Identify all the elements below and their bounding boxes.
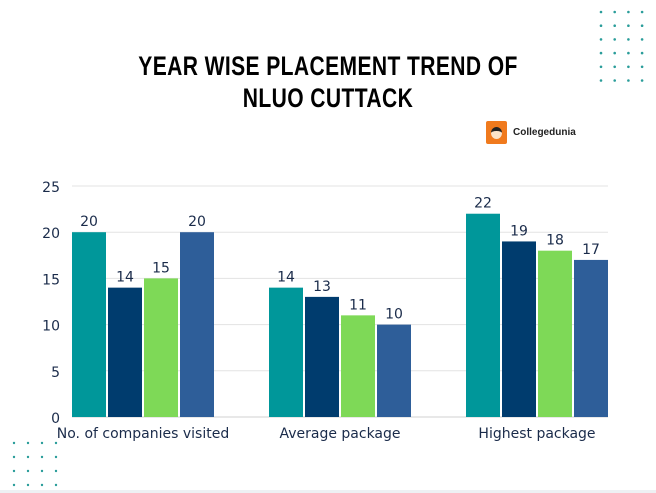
decor-dot [627, 10, 630, 14]
decor-dot [627, 65, 630, 69]
data-label: 20 [80, 214, 98, 230]
chart-title: YEAR WISE PLACEMENT TREND OF NLUO CUTTACK [72, 50, 584, 114]
decor-dot [12, 441, 16, 445]
decor-dot [640, 79, 644, 82]
data-label: 14 [116, 270, 134, 286]
data-label: 20 [188, 214, 206, 230]
decor-dot [640, 51, 644, 55]
decor-dot [599, 24, 603, 28]
data-label: 13 [313, 279, 331, 295]
bar [341, 315, 375, 417]
bar [144, 278, 178, 417]
decor-dot [640, 65, 644, 69]
decor-dot [26, 483, 30, 487]
bar [466, 213, 500, 417]
bar [538, 250, 572, 417]
collegedunia-logo: Collegedunia [486, 121, 576, 144]
bar [269, 287, 303, 417]
logo-text: Collegedunia [513, 127, 576, 138]
decor-dot [613, 65, 616, 69]
decor-dot [627, 51, 630, 55]
decor-dot [599, 79, 603, 82]
bar [502, 241, 536, 417]
decor-dot [12, 483, 16, 487]
decor-dot [26, 441, 30, 445]
decor-dot [613, 79, 616, 82]
chart-title-text: YEAR WISE PLACEMENT TREND OF NLUO CUTTACK [138, 51, 518, 113]
decor-dot [599, 10, 603, 14]
decor-dot [640, 24, 644, 28]
x-tick-label: No. of companies visited [57, 426, 229, 442]
decor-dot [54, 441, 58, 445]
data-label: 14 [277, 270, 295, 286]
bar [180, 232, 214, 417]
decor-dot [54, 469, 58, 473]
data-label: 18 [546, 233, 564, 249]
decor-dot [40, 469, 44, 473]
bar [377, 324, 411, 417]
decor-dot [613, 10, 616, 14]
y-tick-label: 5 [51, 365, 60, 381]
x-tick-label: Average package [279, 426, 400, 442]
decor-dot [613, 38, 616, 41]
decor-dot [627, 38, 630, 41]
decor-dot [54, 483, 58, 487]
decor-dot [26, 469, 30, 473]
y-tick-label: 0 [51, 411, 60, 427]
y-tick-label: 20 [42, 226, 60, 242]
logo-mascot-icon [486, 121, 507, 144]
decor-dot [599, 38, 603, 41]
decor-dot [26, 455, 30, 459]
y-tick-label: 15 [42, 272, 60, 288]
decor-dot [599, 65, 603, 69]
data-label: 15 [152, 260, 170, 276]
decor-dot [12, 469, 16, 473]
decor-dot [613, 51, 616, 55]
decor-dot [627, 24, 630, 28]
decor-dot [40, 483, 44, 487]
bar [305, 296, 339, 417]
decor-dot [54, 455, 58, 459]
decor-dot [40, 455, 44, 459]
bar [72, 232, 106, 417]
decor-dot [599, 51, 603, 55]
data-label: 19 [510, 223, 528, 239]
decor-dot [640, 10, 644, 14]
y-tick-label: 10 [42, 319, 60, 335]
decor-dot [613, 24, 616, 28]
bar [574, 259, 608, 417]
y-tick-label: 25 [42, 180, 60, 196]
data-label: 10 [385, 307, 403, 323]
decor-dot [40, 441, 44, 445]
data-label: 17 [582, 242, 600, 258]
decor-dot [640, 38, 644, 41]
bottom-divider [0, 490, 656, 493]
decor-dot [627, 79, 630, 82]
bar [108, 287, 142, 417]
data-label: 22 [474, 196, 492, 212]
data-label: 11 [349, 297, 367, 313]
x-tick-label: Highest package [478, 426, 595, 442]
decor-dot [12, 455, 16, 459]
